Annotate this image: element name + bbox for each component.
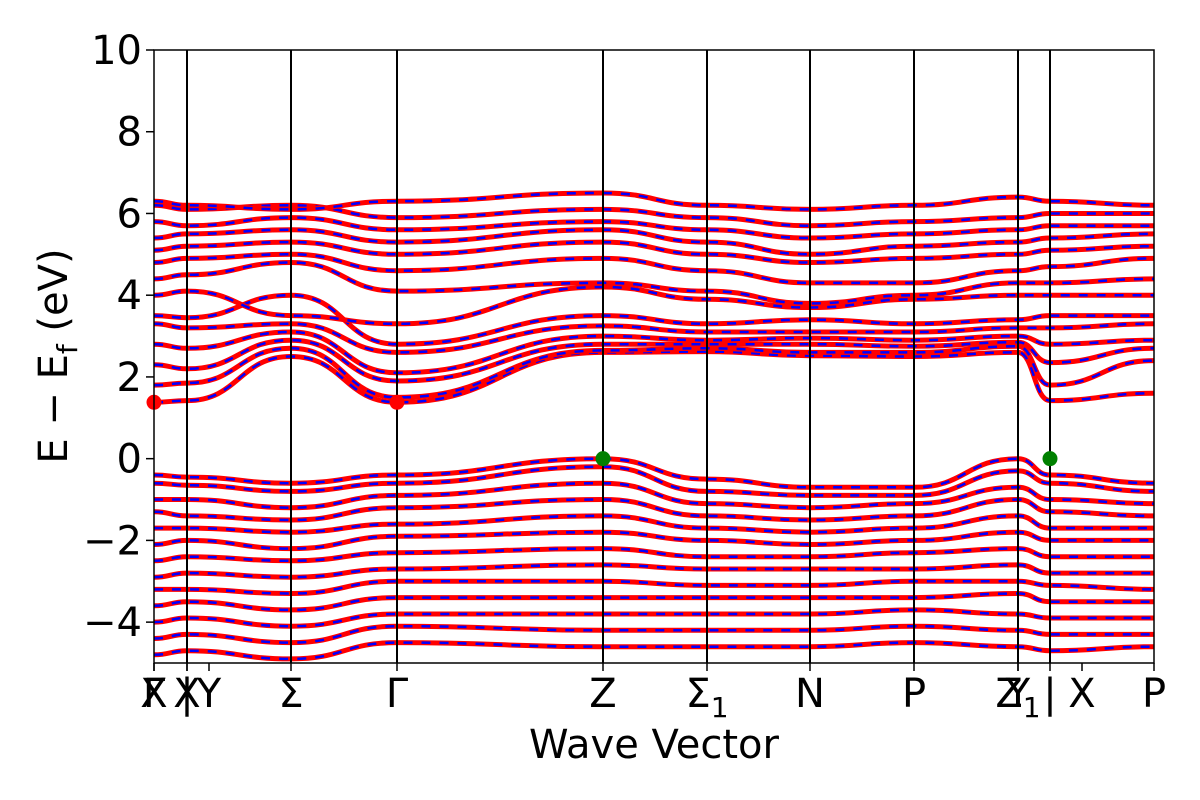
x-tick-label: Σ bbox=[278, 671, 303, 717]
band-line-spin-down bbox=[154, 514, 1154, 534]
band-line-spin-down bbox=[154, 330, 1154, 375]
band-line-spin-down bbox=[154, 624, 1154, 644]
band-line-spin-up bbox=[154, 591, 1154, 613]
band-line-spin-down bbox=[154, 498, 1154, 522]
x-axis-title: Wave Vector bbox=[529, 722, 780, 768]
y-axis-title-unit: (eV) bbox=[31, 248, 77, 344]
band-line-spin-down bbox=[154, 204, 1154, 227]
cbm-marker bbox=[389, 394, 405, 410]
vbm-marker bbox=[595, 451, 611, 467]
y-axis: −4 −2 0 2 4 6 8 10 bbox=[83, 28, 154, 646]
y-tick-label: 2 bbox=[117, 355, 142, 401]
y-tick-label: 6 bbox=[117, 191, 142, 237]
y-tick-label: −2 bbox=[83, 518, 142, 564]
band-line-spin-down bbox=[154, 563, 1154, 579]
vbm-marker bbox=[1042, 451, 1058, 467]
band-line-spin-up bbox=[154, 349, 1154, 405]
y-tick-label: 10 bbox=[91, 28, 142, 74]
x-tick-label: | bbox=[180, 671, 193, 717]
band-line-spin-down bbox=[154, 191, 1154, 211]
band-line-spin-up bbox=[154, 607, 1154, 629]
band-line-spin-up bbox=[154, 623, 1154, 646]
x-tick-label: Γ bbox=[143, 671, 166, 717]
band-line-spin-down bbox=[154, 261, 1154, 305]
band-line-spin-up bbox=[154, 529, 1154, 552]
y-tick-label: −4 bbox=[83, 600, 142, 646]
x-tick-label: | bbox=[1043, 671, 1056, 717]
x-tick-label: Z1 bbox=[995, 671, 1040, 724]
x-tick-label: Y bbox=[1005, 671, 1031, 717]
x-tick-label: P bbox=[1142, 671, 1166, 717]
y-tick-label: 8 bbox=[117, 110, 142, 156]
band-line-spin-down bbox=[154, 457, 1154, 489]
x-tick-label: X bbox=[1068, 671, 1095, 717]
x-axis: ΓX X| Y Σ Γ Z Σ1 N P YZ1 | X P bbox=[140, 663, 1166, 724]
band-line-spin-down bbox=[154, 580, 1154, 595]
band-line-spin-down bbox=[154, 240, 1154, 264]
band-line-spin-down bbox=[154, 345, 1154, 399]
band-line-spin-down bbox=[154, 592, 1154, 612]
band-line-spin-up bbox=[154, 251, 1154, 286]
plot-frame bbox=[153, 49, 1155, 664]
band-line-spin-down bbox=[154, 253, 1154, 285]
band-line-spin-down bbox=[154, 216, 1154, 240]
x-tick-label: Z bbox=[589, 671, 616, 717]
band-line-spin-down bbox=[154, 608, 1154, 628]
band-line-spin-up bbox=[154, 562, 1154, 580]
x-tick-label: X bbox=[140, 671, 167, 717]
band-line-spin-up bbox=[154, 284, 1154, 327]
bands-layer bbox=[154, 190, 1154, 662]
band-line-spin-down bbox=[154, 641, 1154, 661]
y-axis-title-sub: f bbox=[51, 343, 84, 354]
band-line-spin-up bbox=[154, 480, 1154, 511]
band-line-spin-down bbox=[154, 322, 1154, 354]
band-line-spin-down bbox=[154, 530, 1154, 550]
x-tick-label: P bbox=[902, 671, 926, 717]
band-line-spin-up bbox=[154, 640, 1154, 662]
band-line-spin-down bbox=[154, 547, 1154, 563]
y-axis-title: E − Ef (eV) bbox=[31, 248, 84, 463]
band-line-spin-up bbox=[154, 190, 1154, 212]
x-tick-label: X bbox=[173, 671, 200, 717]
y-tick-label: 4 bbox=[117, 273, 142, 319]
y-tick-label: 0 bbox=[117, 437, 142, 483]
high-symmetry-lines bbox=[186, 50, 1051, 663]
x-tick-label: Σ1 bbox=[685, 671, 728, 724]
band-line-spin-down bbox=[154, 481, 1154, 509]
band-line-spin-down bbox=[154, 228, 1154, 256]
y-axis-title-main: E − E bbox=[31, 354, 77, 464]
x-tick-label: Γ bbox=[386, 671, 409, 717]
band-line-spin-down bbox=[154, 465, 1154, 497]
x-tick-label: Y bbox=[196, 671, 222, 717]
x-tick-label: N bbox=[795, 671, 825, 717]
band-line-spin-down bbox=[154, 350, 1154, 404]
